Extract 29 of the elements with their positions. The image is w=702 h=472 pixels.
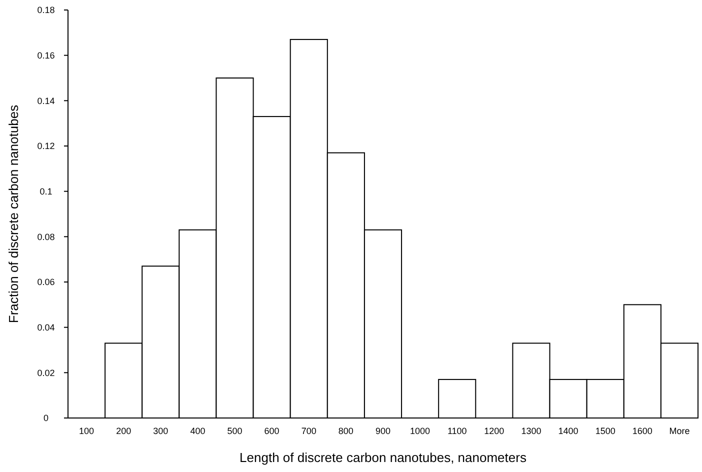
y-tick-label: 0.1 xyxy=(40,186,52,196)
y-tick-label: 0.18 xyxy=(37,5,55,16)
x-tick-label: 1200 xyxy=(484,426,504,436)
x-tick-label: 700 xyxy=(301,426,316,436)
x-tick-label: 400 xyxy=(190,426,206,436)
x-tick-label: 1400 xyxy=(558,426,578,436)
x-tick-label: 100 xyxy=(79,426,94,436)
x-tick-label: 1000 xyxy=(410,426,430,436)
x-tick-label: 900 xyxy=(375,426,391,436)
y-tick-label: 0.08 xyxy=(37,232,55,242)
y-tick-label: 0 xyxy=(43,413,49,424)
y-tick-label: 0.16 xyxy=(37,50,55,60)
y-axis-title: Fraction of discrete carbon nanotubes xyxy=(6,104,21,324)
y-tick-label: 0.04 xyxy=(37,322,55,332)
y-tick-label: 0.12 xyxy=(37,141,55,152)
x-tick-label: 1100 xyxy=(447,426,467,436)
x-tick-label: 800 xyxy=(338,426,354,436)
y-tick-label: 0.02 xyxy=(37,368,55,378)
y-tick-label: 0.06 xyxy=(37,277,55,288)
x-axis-title: Length of discrete carbon nanotubes, nanometers xyxy=(240,450,527,465)
x-tick-label: 600 xyxy=(264,426,280,436)
y-tick-label: 0.14 xyxy=(37,96,55,106)
x-tick-label: 200 xyxy=(116,426,132,436)
x-tick-label: 1300 xyxy=(521,426,542,436)
x-tick-label: More xyxy=(669,426,690,436)
x-tick-label: 300 xyxy=(153,426,168,436)
x-tick-label: 500 xyxy=(227,426,242,436)
x-tick-label: 1600 xyxy=(632,426,652,436)
x-tick-label: 1500 xyxy=(595,426,616,436)
